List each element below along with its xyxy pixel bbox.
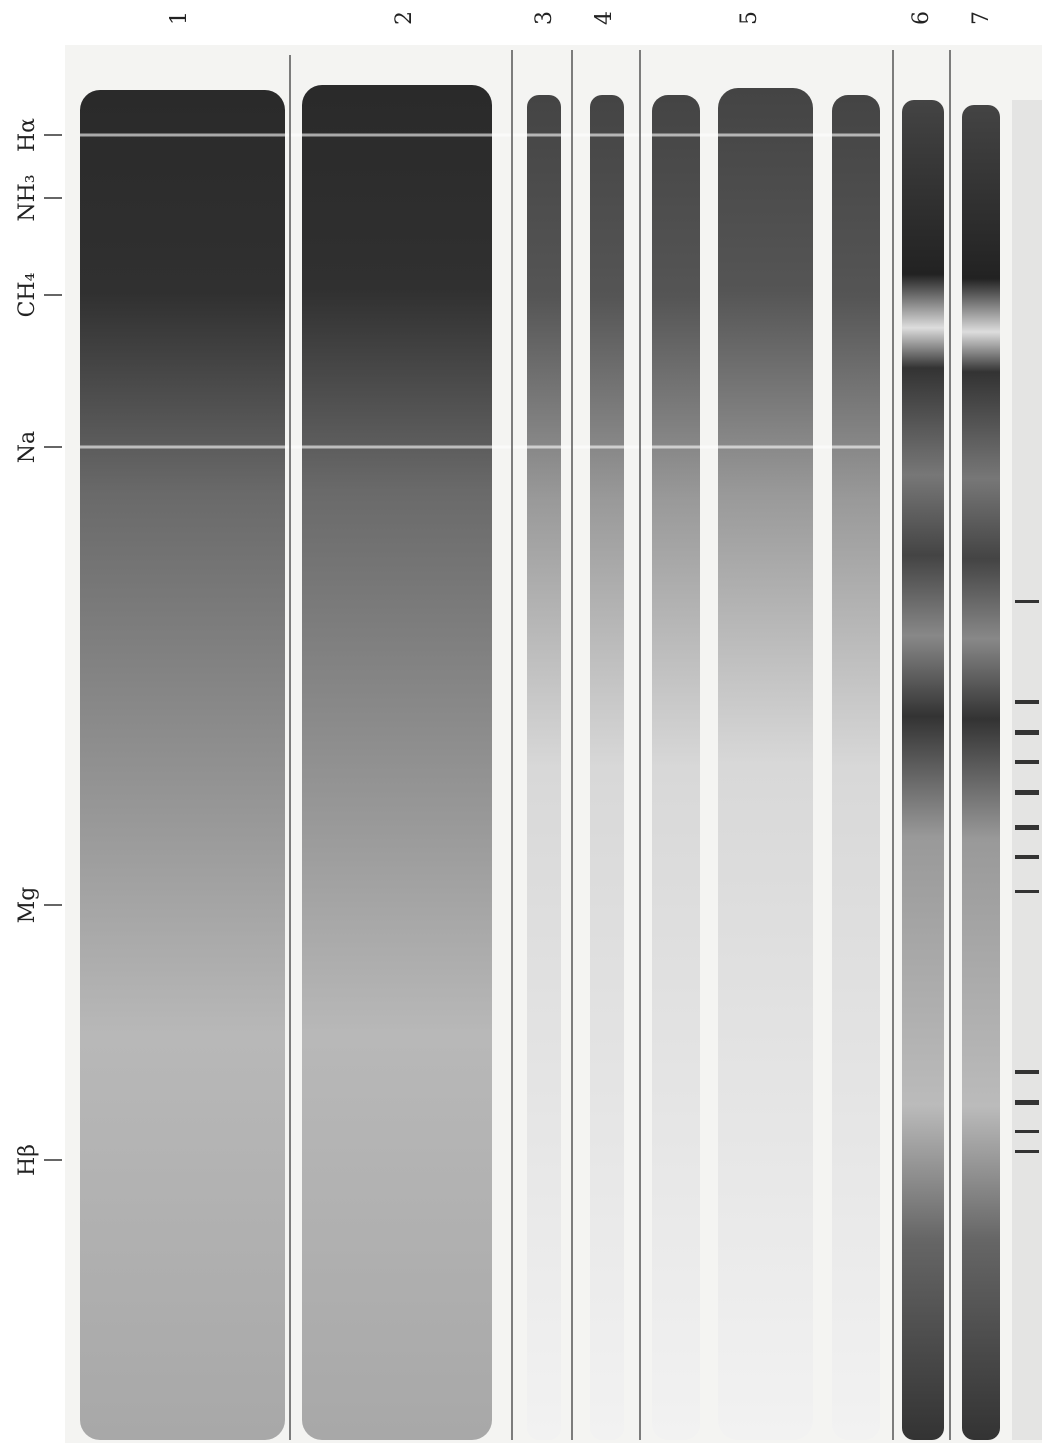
strip-label: 6 (909, 11, 934, 25)
comparison-lines (1015, 600, 1039, 1153)
line-label: Hβ (15, 1144, 40, 1176)
strip-label: 2 (392, 11, 417, 25)
line-label: Mg (15, 887, 40, 924)
strip-label: 1 (167, 11, 192, 25)
spectrum-strip (832, 95, 880, 1440)
absorption-gaps (80, 133, 880, 449)
strip-label: 4 (592, 11, 617, 25)
spectrum-strip (718, 88, 813, 1440)
spectrum-strip (902, 100, 944, 1440)
spectrum-strip (302, 85, 492, 1440)
line-label: NH₃ (15, 174, 40, 221)
line-label: Hα (15, 118, 40, 152)
strip-label: 5 (737, 11, 762, 25)
line-label: Na (15, 431, 40, 463)
separators (289, 50, 951, 1440)
spectrum-strip (527, 95, 561, 1440)
strip-label: 7 (969, 11, 994, 25)
strip-label: 3 (532, 11, 557, 25)
spectrum-strip (590, 95, 624, 1440)
line-label: CH₄ (15, 272, 40, 317)
comparison-strip (1012, 100, 1042, 1440)
spectrum-strip (652, 95, 700, 1440)
spectrum-strip (962, 105, 1000, 1440)
spectrum-strip (80, 90, 285, 1440)
